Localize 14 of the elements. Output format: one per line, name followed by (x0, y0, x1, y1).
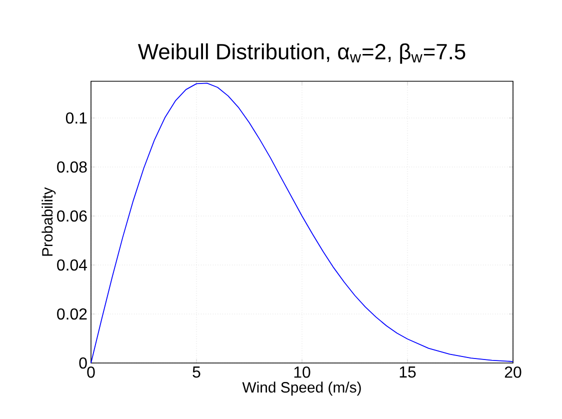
y-tick-label: 0.04 (57, 259, 88, 271)
x-axis-title: Wind Speed (m/s) (242, 382, 361, 396)
x-tick-label: 20 (504, 366, 522, 378)
x-tick-label: 5 (192, 366, 200, 378)
y-tick-label: 0.06 (57, 210, 87, 222)
y-tick-label: 0.02 (57, 308, 87, 320)
y-axis-title: Probability (42, 187, 56, 256)
x-tick-label: 10 (294, 366, 310, 378)
chart-title: Weibull Distribution, α$_{w}$=2, β$_{w}$=7.5 (138, 43, 466, 64)
x-tick-label: 15 (400, 366, 416, 378)
y-tick-label: 0.08 (57, 161, 87, 173)
x-tick-label: 0 (87, 366, 95, 378)
y-tick-label: 0 (79, 357, 87, 369)
y-tick-label: 0.1 (66, 112, 87, 124)
